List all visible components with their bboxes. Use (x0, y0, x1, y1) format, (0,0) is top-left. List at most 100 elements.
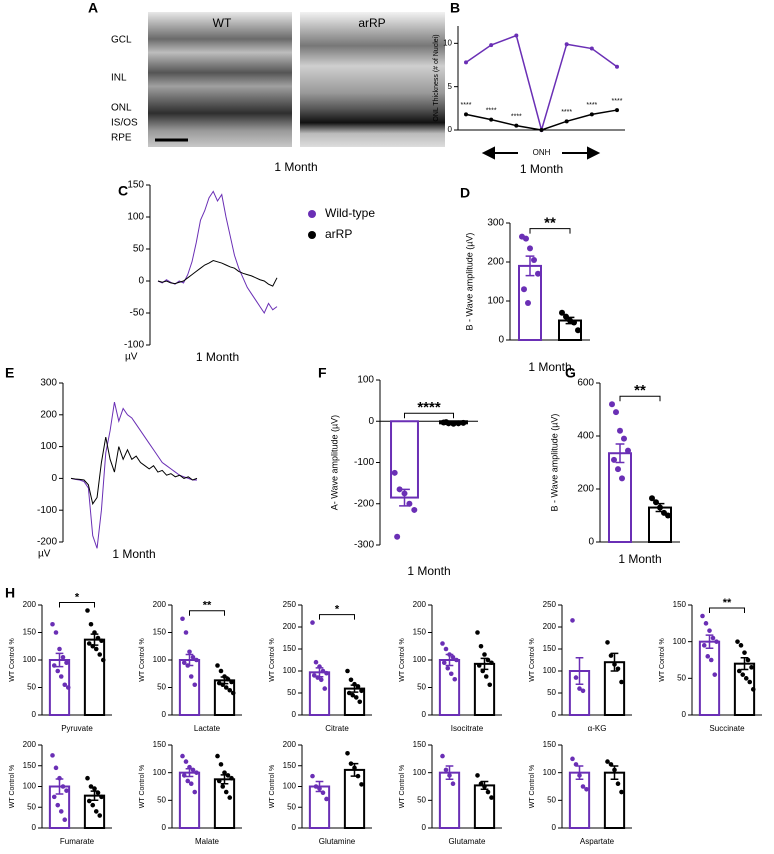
data-point (192, 682, 198, 688)
y-tick-label: 100 (40, 441, 57, 452)
data-point (483, 674, 489, 679)
bar (390, 420, 419, 499)
data-line (157, 259, 278, 287)
data-point (93, 646, 99, 652)
y-tick-label: 200 (577, 484, 594, 495)
data-point (357, 699, 363, 705)
data-point (485, 789, 491, 795)
y-tick-label: 0 (588, 537, 594, 548)
data-point (215, 663, 220, 668)
bar (608, 452, 632, 544)
data-point (95, 790, 101, 796)
data-point (218, 762, 224, 767)
data-point (324, 670, 329, 676)
data-point (317, 786, 322, 791)
unit-label: µV (38, 549, 51, 560)
data-point (527, 245, 533, 252)
data-point (320, 668, 326, 674)
data-point (394, 533, 401, 540)
legend-marker (308, 210, 316, 218)
data-point (611, 456, 617, 463)
y-tick-label: 200 (413, 600, 427, 609)
data-point (65, 685, 71, 690)
data-point (649, 495, 655, 502)
y-tick-label: 400 (577, 431, 594, 442)
data-point (615, 666, 621, 672)
y-axis-label: B - Wave amplitude (µV) (464, 233, 474, 331)
y-tick-label: 0 (682, 710, 687, 719)
data-point (99, 794, 104, 800)
y-tick-label: 100 (23, 782, 37, 791)
panel-letter: H (5, 585, 15, 601)
x-axis-label: Pyruvate (61, 724, 93, 733)
data-point (443, 767, 449, 773)
y-tick-label: -300 (354, 540, 374, 551)
data-point (712, 672, 718, 677)
point (464, 112, 468, 117)
data-point (580, 688, 586, 694)
bar (83, 638, 106, 717)
data-point (64, 660, 69, 666)
data-point (535, 270, 541, 277)
x-axis-label: Glutamine (319, 837, 356, 846)
significance-bracket (619, 395, 661, 402)
y-tick-label: 150 (413, 628, 427, 637)
y-tick-label: -100 (354, 457, 374, 468)
y-tick-label: 100 (357, 375, 374, 386)
y-tick-label: -100 (124, 340, 144, 351)
data-point (181, 773, 187, 778)
data-point (192, 789, 198, 795)
data-point (617, 427, 623, 434)
data-point (85, 775, 90, 781)
error-bar (615, 443, 625, 464)
panel-letter: C (118, 183, 128, 199)
data-point (223, 789, 229, 795)
data-point (476, 663, 482, 668)
error-bar (740, 657, 749, 671)
data-point (92, 786, 97, 791)
data-point (180, 753, 185, 759)
data-point (605, 640, 610, 645)
data-point (612, 662, 617, 667)
significance: ** (203, 600, 212, 612)
y-tick-label: 200 (153, 600, 167, 609)
y-tick-label: 250 (283, 600, 297, 609)
x-axis-label: ONH (533, 148, 551, 157)
data-point (58, 674, 64, 679)
data-point (345, 751, 350, 756)
data-point (447, 773, 452, 778)
data-point (50, 753, 55, 758)
data-point (88, 784, 94, 789)
data-point (60, 654, 66, 660)
significance: ** (634, 382, 646, 399)
data-point (525, 299, 531, 306)
y-tick-label: 150 (543, 740, 557, 749)
x-axis-label: 1 Month (196, 350, 239, 364)
point (464, 60, 468, 65)
data-point (577, 773, 582, 778)
data-point (346, 690, 352, 696)
legend-label: arRP (325, 227, 352, 241)
data-point (99, 638, 104, 644)
data-point (225, 773, 231, 778)
y-tick-label: 150 (543, 644, 557, 653)
y-axis-label: A- Wave amplitude (µV) (329, 415, 339, 510)
y-axis-label: WT Control % (399, 638, 406, 681)
data-point (580, 784, 586, 789)
data-point (615, 781, 621, 787)
y-axis-label: WT Control % (269, 765, 276, 808)
y-tick-label: 50 (157, 795, 166, 804)
data-point (190, 654, 196, 660)
data-point (57, 646, 62, 652)
data-point (531, 257, 537, 264)
data-point (482, 652, 487, 657)
data-point (571, 319, 577, 326)
data-point (735, 639, 740, 644)
error-bar (525, 255, 535, 277)
data-point (223, 685, 229, 690)
data-point (396, 486, 403, 493)
y-axis-label: ONL Thickness (# of Nuclei) (433, 34, 440, 121)
panel-letter: E (5, 365, 14, 381)
panel-letter: A (88, 0, 98, 16)
data-point (460, 419, 467, 426)
